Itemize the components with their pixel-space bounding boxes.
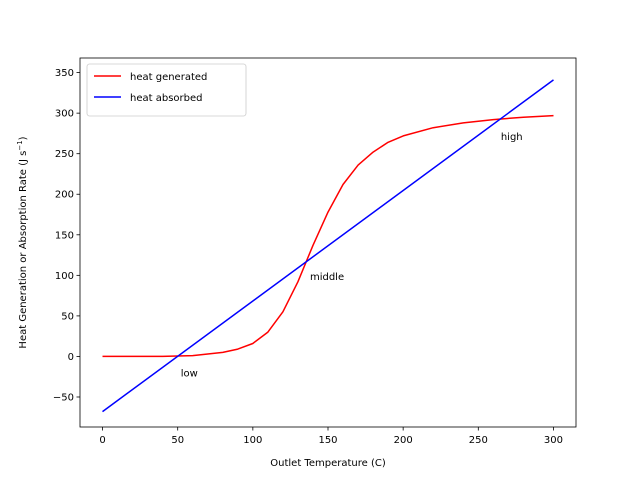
annotation-high: high xyxy=(501,132,523,143)
y-axis-label-exponent: −1 xyxy=(16,140,24,150)
axis-ticks: 0 50 100 150 200 250 300 −50 0 50 100 150 200 250 300 3… xyxy=(53,68,563,446)
y-tick-label: 50 xyxy=(61,311,74,322)
x-tick-label: 300 xyxy=(544,435,563,446)
x-tick-label: 100 xyxy=(243,435,262,446)
legend: heat generated heat absorbed xyxy=(86,63,247,117)
x-tick-label: 150 xyxy=(318,435,337,446)
x-tick-label: 50 xyxy=(171,435,184,446)
x-tick-label: 0 xyxy=(99,435,105,446)
x-axis-label: Outlet Temperature (C) xyxy=(270,458,386,469)
y-tick-label: 350 xyxy=(55,68,74,79)
annotations: low middle high xyxy=(181,132,523,380)
annotation-middle: middle xyxy=(310,272,344,283)
y-tick-label: 200 xyxy=(55,190,74,201)
axes-frame xyxy=(79,57,577,428)
legend-label: heat generated xyxy=(130,72,207,83)
series-line-heat-absorbed xyxy=(102,79,554,413)
legend-box xyxy=(86,63,247,117)
series-line-heat-generated xyxy=(102,114,554,358)
plot-area xyxy=(102,79,554,413)
y-tick-label: 300 xyxy=(55,109,74,120)
y-tick-label: 250 xyxy=(55,149,74,160)
x-tick-label: 250 xyxy=(469,435,488,446)
y-tick-label: 150 xyxy=(55,230,74,241)
y-axis-label-main: Heat Generation or Absorption Rate (J s xyxy=(18,151,29,349)
legend-label: heat absorbed xyxy=(130,93,202,104)
y-tick-label: −50 xyxy=(53,392,74,403)
y-tick-label: 0 xyxy=(68,352,74,363)
y-axis-label-close: ) xyxy=(18,136,29,140)
x-tick-label: 200 xyxy=(394,435,413,446)
annotation-low: low xyxy=(181,369,198,380)
y-axis-label: Heat Generation or Absorption Rate (J s−… xyxy=(16,136,29,348)
y-tick-label: 100 xyxy=(55,271,74,282)
